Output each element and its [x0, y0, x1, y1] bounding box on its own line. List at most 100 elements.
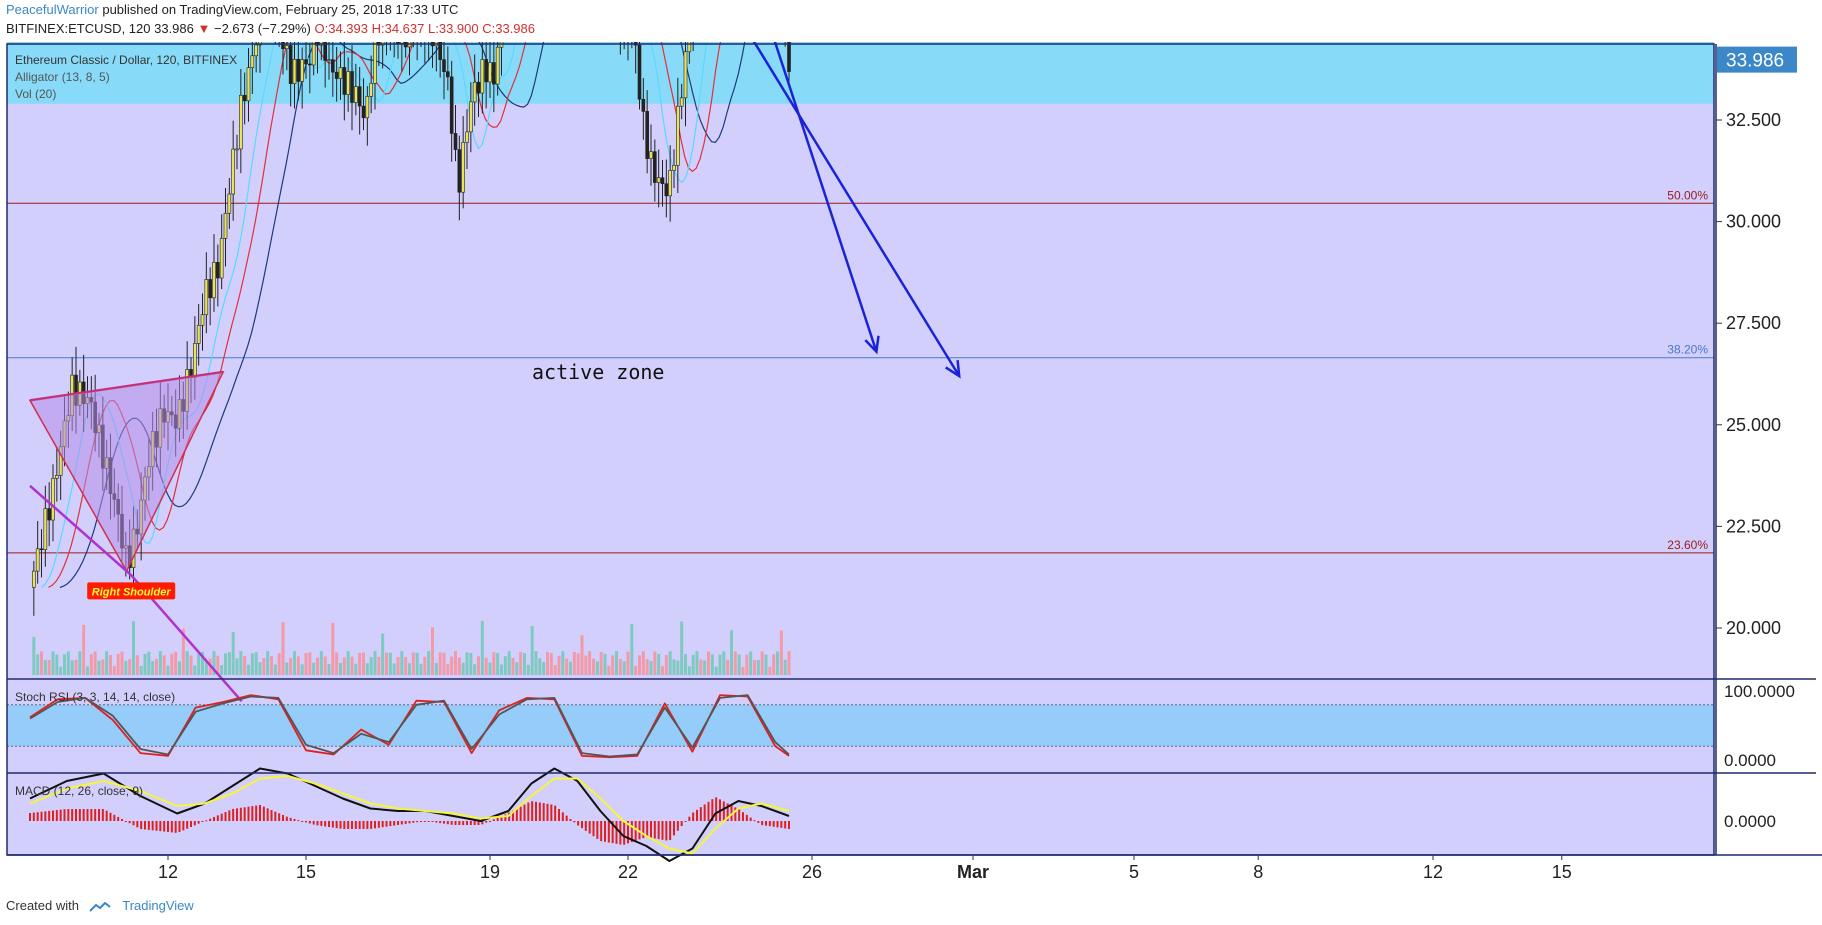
- candle-body: [231, 148, 235, 195]
- volume-bar: [553, 665, 557, 675]
- candle-body: [39, 548, 44, 551]
- volume-bar: [691, 654, 695, 675]
- publish-header: PeacefulWarrior published on TradingView…: [6, 2, 458, 17]
- macd-histogram-bar: [140, 821, 143, 830]
- author-link[interactable]: PeacefulWarrior: [6, 2, 99, 17]
- candle-body: [281, 42, 285, 50]
- volume-bar: [350, 656, 354, 675]
- tradingview-link[interactable]: TradingView: [122, 898, 194, 913]
- macd-histogram-bar: [159, 821, 162, 832]
- volume-bar: [488, 662, 492, 675]
- macd-histogram-bar: [707, 801, 710, 821]
- macd-histogram-bar: [190, 821, 192, 827]
- macd-histogram-bar: [761, 821, 764, 826]
- volume-bar: [155, 658, 158, 675]
- volume-bar: [783, 659, 787, 675]
- macd-histogram-bar: [213, 817, 215, 821]
- symbol-header: BITFINEX:ETCUSD, 120 33.986 ▼ −2.673 (−7…: [6, 21, 535, 36]
- candle-body: [369, 82, 373, 97]
- candle-body: [200, 314, 205, 326]
- macd-histogram-bar: [722, 801, 725, 821]
- candle-body: [43, 508, 48, 550]
- volume-bar: [40, 651, 43, 675]
- volume-bar: [143, 653, 147, 675]
- candle-body: [212, 262, 216, 299]
- candle-body: [204, 279, 209, 316]
- volume-bar: [70, 660, 74, 675]
- chart-title: Ethereum Classic / Dollar, 120, BITFINEX: [15, 53, 237, 67]
- volume-bar: [714, 666, 718, 675]
- macd-histogram-bar: [67, 809, 70, 821]
- volume-bar: [105, 651, 109, 675]
- macd-histogram-bar: [201, 821, 204, 822]
- candle-body: [461, 142, 465, 193]
- volume-bar: [611, 655, 615, 675]
- volume-legend: Vol (20): [15, 87, 56, 101]
- alligator-teeth-line: [48, 42, 722, 588]
- macd-histogram-bar: [343, 821, 346, 829]
- macd-histogram-bar: [167, 821, 169, 832]
- macd-legend: MACD (12, 26, close, 9): [15, 784, 143, 798]
- volume-bar: [36, 654, 40, 675]
- candle-body: [334, 71, 339, 79]
- macd-histogram-bar: [75, 809, 77, 821]
- candle-body: [327, 59, 331, 61]
- macd-histogram-bar: [546, 803, 549, 821]
- macd-histogram-bar: [312, 821, 315, 825]
- volume-bar: [634, 665, 638, 675]
- volume-bar: [638, 655, 641, 675]
- y-tick-label: 27.500: [1726, 313, 1781, 333]
- macd-histogram-bar: [370, 821, 373, 829]
- macd-histogram-bar: [170, 821, 173, 833]
- macd-histogram-bar: [255, 805, 258, 821]
- volume-bar: [707, 651, 710, 675]
- volume-bar: [289, 657, 293, 675]
- macd-histogram-bar: [117, 816, 120, 821]
- macd-histogram-bar: [381, 821, 384, 828]
- x-tick-label: 22: [618, 862, 638, 882]
- macd-histogram-bar: [94, 809, 97, 821]
- candle-body: [465, 131, 469, 143]
- macd-histogram-bar: [558, 809, 560, 821]
- macd-histogram-bar: [715, 797, 718, 821]
- volume-bar: [431, 627, 434, 675]
- volume-bar: [561, 651, 565, 675]
- volume-bar: [365, 663, 369, 675]
- candle-body: [346, 71, 350, 95]
- macd-histogram-bar: [443, 821, 445, 824]
- volume-bar: [354, 663, 358, 675]
- stoch-line-d: [29, 694, 790, 758]
- volume-bar: [300, 664, 304, 675]
- volume-bar: [212, 651, 216, 675]
- candle-body: [250, 55, 255, 68]
- macd-histogram-bar: [538, 802, 541, 821]
- volume-bar: [507, 651, 511, 675]
- volume-bar: [572, 651, 576, 675]
- volume-bar: [672, 659, 676, 675]
- candle-body: [396, 42, 400, 44]
- volume-bar: [181, 628, 185, 675]
- alligator-legend: Alligator (13, 8, 5): [15, 70, 110, 84]
- macd-histogram-bar: [32, 812, 35, 821]
- candle-body: [373, 42, 377, 84]
- volume-bar: [247, 664, 250, 675]
- candle-body: [350, 71, 354, 103]
- macd-histogram-bar: [109, 812, 112, 821]
- chart-canvas[interactable]: 100.00%88.60%78.60%61.80%50.00%38.20%23.…: [0, 42, 1822, 890]
- open-label: O:34.393: [314, 21, 368, 36]
- macd-y-tick-label: 0.0000: [1724, 812, 1776, 831]
- macd-histogram-bar: [745, 814, 748, 821]
- volume-bar: [385, 652, 388, 675]
- volume-bar: [733, 651, 737, 675]
- volume-bar: [622, 661, 626, 675]
- stoch-y-tick-label: 100.0000: [1724, 682, 1795, 701]
- volume-bar: [438, 652, 442, 675]
- candle-body: [449, 76, 454, 134]
- macd-histogram-bar: [339, 821, 342, 829]
- volume-bar: [726, 659, 730, 675]
- macd-histogram-bar: [121, 819, 123, 821]
- macd-histogram-bar: [458, 821, 461, 825]
- volume-bar: [258, 662, 262, 675]
- macd-histogram-bar: [627, 821, 629, 844]
- macd-histogram-bar: [600, 821, 603, 842]
